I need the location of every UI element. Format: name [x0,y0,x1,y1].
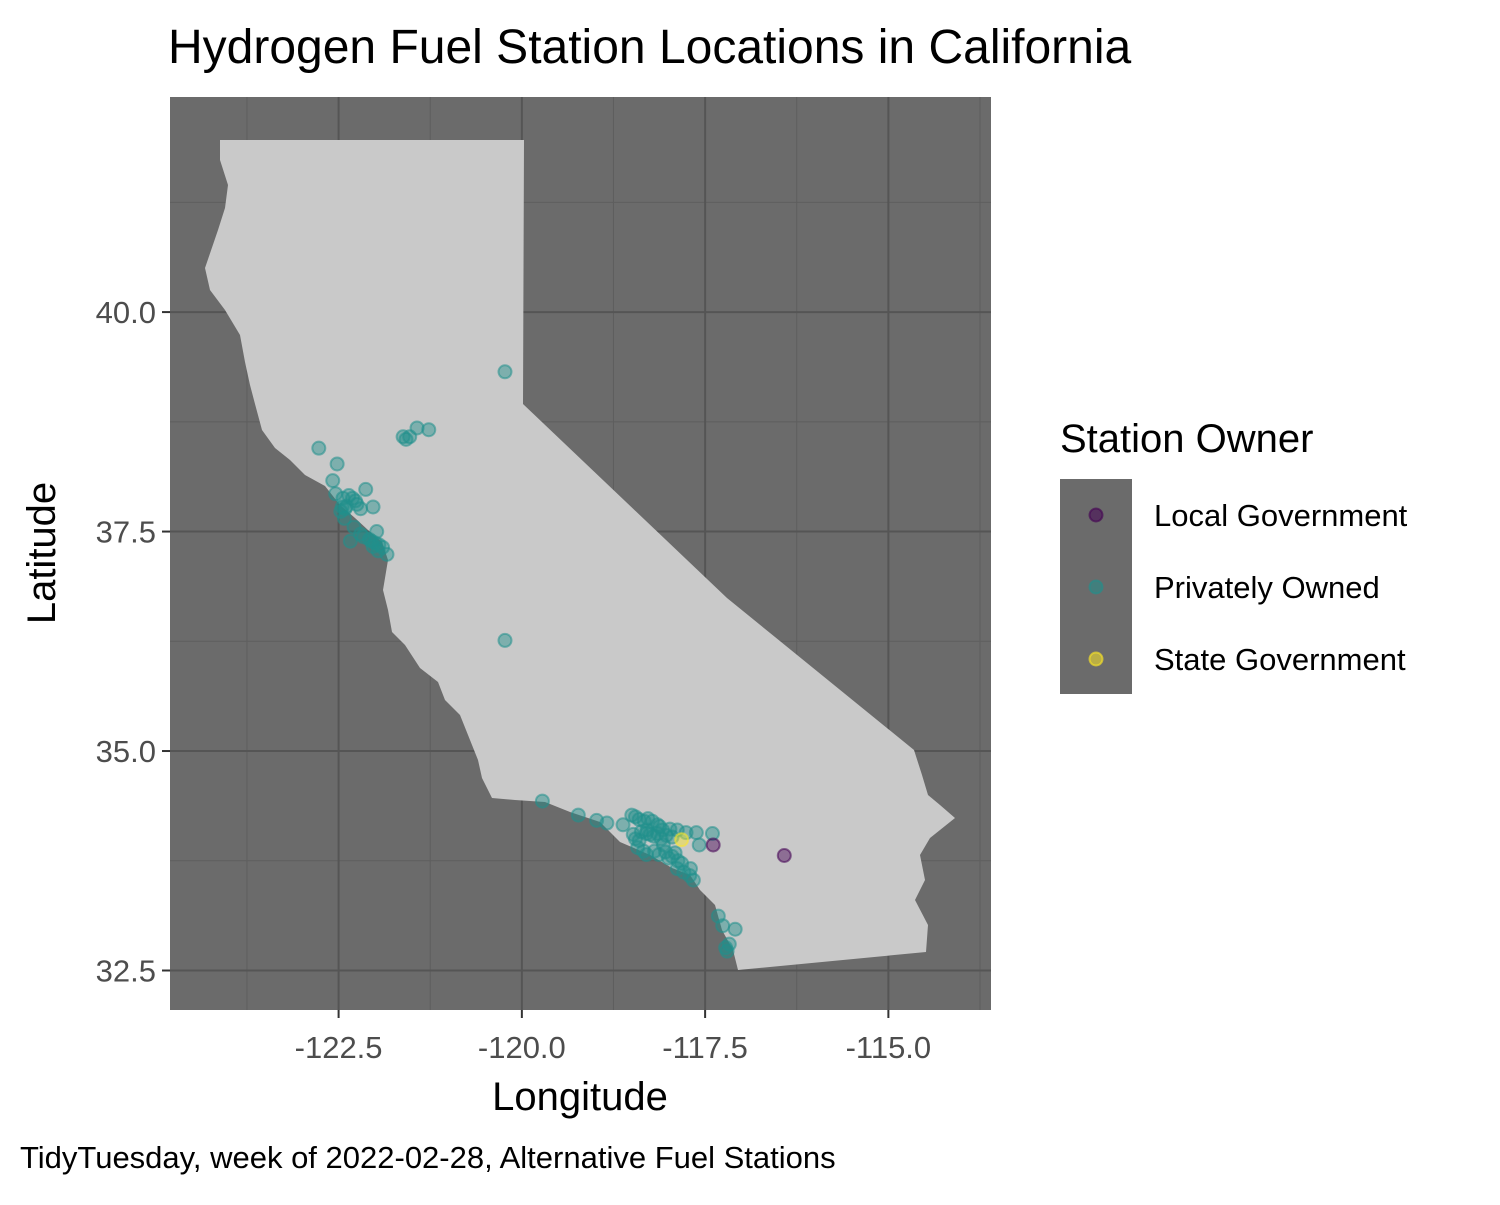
station-point-privately-owned [667,845,683,861]
station-point-privately-owned [685,872,701,888]
x-tick-label: -122.5 [295,1030,383,1065]
chart-title: Hydrogen Fuel Station Locations in Calif… [168,21,1132,74]
legend-title: Station Owner [1060,417,1313,461]
station-points [311,364,792,959]
y-tick-label: 37.5 [96,515,156,550]
station-point-privately-owned [358,481,374,497]
station-point-privately-owned [615,817,631,833]
station-point-privately-owned [704,826,720,842]
station-point-privately-owned [688,825,704,841]
station-point-privately-owned [497,364,513,380]
station-point-privately-owned [497,632,513,648]
station-point-privately-owned [325,473,341,489]
california-landmass [205,140,955,970]
station-point-privately-owned [336,510,352,526]
station-point-privately-owned [333,503,349,519]
x-axis-label: Longitude [492,1075,668,1119]
station-point-privately-owned [342,533,358,549]
y-tick-label: 35.0 [96,734,156,769]
station-point-privately-owned [353,501,369,517]
station-point-privately-owned [691,837,707,853]
legend-entry-label: Local Government [1154,498,1408,533]
y-axis-label: Latitude [20,482,64,624]
x-tick-label: -120.0 [478,1030,566,1065]
station-point-privately-owned [311,440,327,456]
station-point-privately-owned [658,827,674,843]
legend-entry-label: Privately Owned [1154,570,1380,605]
x-axis-ticks: -122.5 -120.0 -117.5 -115.0 [295,1010,932,1065]
station-point-privately-owned [369,524,385,540]
station-point-privately-owned [421,422,437,438]
station-point-privately-owned [534,793,550,809]
chart-caption: TidyTuesday, week of 2022-02-28, Alterna… [20,1140,836,1175]
station-point-privately-owned [365,499,381,515]
y-tick-label: 40.0 [96,295,156,330]
x-tick-label: -115.0 [846,1030,932,1065]
station-point-privately-owned [599,815,615,831]
legend-key-point [1088,507,1104,523]
legend-entry-label: State Government [1154,642,1406,677]
legend-entries: Local Government Privately Owned State Gov… [1088,498,1408,677]
y-axis-ticks: 32.5 35.0 37.5 40.0 [96,295,170,988]
y-tick-label: 32.5 [96,953,156,988]
legend: Station Owner Local Government Privately … [1060,417,1408,694]
station-point-privately-owned [727,921,743,937]
station-point-privately-owned [398,431,414,447]
station-point-privately-owned [329,456,345,472]
station-point-state-government [674,832,690,848]
station-point-privately-owned [570,807,586,823]
station-point-local-government [705,837,721,853]
station-point-local-government [776,847,792,863]
station-point-privately-owned [719,943,735,959]
legend-key-point [1088,579,1104,595]
station-point-privately-owned [370,543,386,559]
station-point-privately-owned [715,918,731,934]
legend-key-point [1088,651,1104,667]
x-tick-label: -117.5 [662,1030,748,1065]
